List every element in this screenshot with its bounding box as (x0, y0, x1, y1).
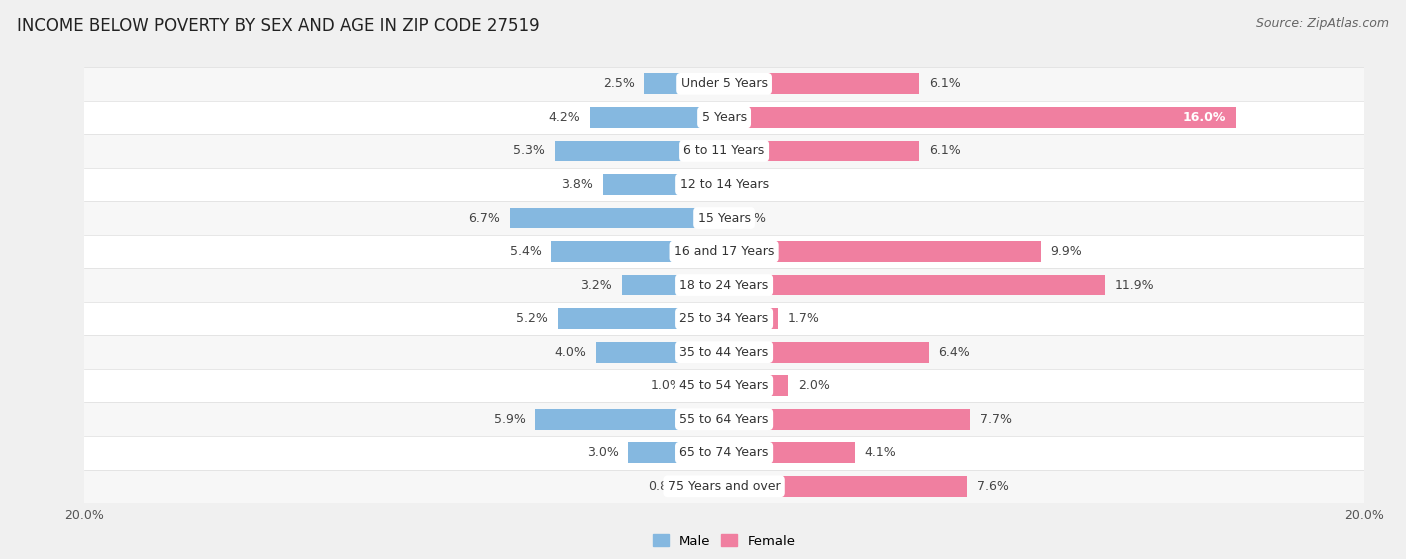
Text: 4.0%: 4.0% (555, 345, 586, 359)
Bar (724, 342, 929, 363)
Bar (724, 308, 779, 329)
Bar (554, 140, 724, 162)
Bar (84, 67, 1364, 101)
Bar (724, 375, 787, 396)
Bar (596, 342, 724, 363)
Text: 2.0%: 2.0% (797, 379, 830, 392)
Text: 2.5%: 2.5% (603, 77, 634, 91)
Text: 5.2%: 5.2% (516, 312, 548, 325)
Text: 16 and 17 Years: 16 and 17 Years (673, 245, 775, 258)
Text: 5 Years: 5 Years (702, 111, 747, 124)
Text: 75 Years and over: 75 Years and over (668, 480, 780, 493)
Text: 18 to 24 Years: 18 to 24 Years (679, 278, 769, 292)
Text: Under 5 Years: Under 5 Years (681, 77, 768, 91)
Text: 3.8%: 3.8% (561, 178, 593, 191)
Bar (724, 241, 1040, 262)
Bar (724, 409, 970, 430)
Text: 6.4%: 6.4% (938, 345, 970, 359)
Text: 5.4%: 5.4% (510, 245, 541, 258)
Bar (84, 369, 1364, 402)
Bar (724, 476, 967, 497)
Bar (724, 274, 1105, 296)
Bar (724, 442, 855, 463)
Bar (84, 134, 1364, 168)
Text: 9.9%: 9.9% (1050, 245, 1083, 258)
Text: 0.82%: 0.82% (648, 480, 689, 493)
Bar (84, 436, 1364, 470)
Bar (551, 241, 724, 262)
Bar (628, 442, 724, 463)
Text: 1.0%: 1.0% (651, 379, 682, 392)
Text: 3.2%: 3.2% (581, 278, 612, 292)
Text: 16.0%: 16.0% (1182, 111, 1226, 124)
Bar (84, 235, 1364, 268)
Bar (697, 476, 724, 497)
Bar (510, 207, 724, 229)
Text: 4.1%: 4.1% (865, 446, 897, 459)
Bar (558, 308, 724, 329)
Bar (621, 274, 724, 296)
Bar (84, 335, 1364, 369)
Bar (84, 268, 1364, 302)
Text: 5.9%: 5.9% (494, 413, 526, 426)
Bar (644, 73, 724, 94)
Text: 4.2%: 4.2% (548, 111, 581, 124)
Text: Source: ZipAtlas.com: Source: ZipAtlas.com (1256, 17, 1389, 30)
Legend: Male, Female: Male, Female (647, 529, 801, 553)
Bar (84, 168, 1364, 201)
Text: 0.0%: 0.0% (734, 211, 766, 225)
Text: 7.6%: 7.6% (977, 480, 1008, 493)
Text: 6 to 11 Years: 6 to 11 Years (683, 144, 765, 158)
Text: 11.9%: 11.9% (1115, 278, 1154, 292)
Text: 12 to 14 Years: 12 to 14 Years (679, 178, 769, 191)
Text: 1.7%: 1.7% (787, 312, 820, 325)
Text: 3.0%: 3.0% (586, 446, 619, 459)
Bar (724, 140, 920, 162)
Text: 65 to 74 Years: 65 to 74 Years (679, 446, 769, 459)
Text: INCOME BELOW POVERTY BY SEX AND AGE IN ZIP CODE 27519: INCOME BELOW POVERTY BY SEX AND AGE IN Z… (17, 17, 540, 35)
Text: 5.3%: 5.3% (513, 144, 546, 158)
Text: 25 to 34 Years: 25 to 34 Years (679, 312, 769, 325)
Bar (84, 302, 1364, 335)
Text: 55 to 64 Years: 55 to 64 Years (679, 413, 769, 426)
Text: 0.0%: 0.0% (734, 178, 766, 191)
Text: 6.1%: 6.1% (929, 77, 960, 91)
Bar (84, 101, 1364, 134)
Bar (84, 402, 1364, 436)
Bar (724, 73, 920, 94)
Text: 15 Years: 15 Years (697, 211, 751, 225)
Text: 35 to 44 Years: 35 to 44 Years (679, 345, 769, 359)
Text: 7.7%: 7.7% (980, 413, 1012, 426)
Text: 45 to 54 Years: 45 to 54 Years (679, 379, 769, 392)
Bar (724, 107, 1236, 128)
Bar (536, 409, 724, 430)
Bar (692, 375, 724, 396)
Text: 6.7%: 6.7% (468, 211, 501, 225)
Bar (84, 201, 1364, 235)
Bar (589, 107, 724, 128)
Bar (603, 174, 724, 195)
Bar (84, 470, 1364, 503)
Text: 6.1%: 6.1% (929, 144, 960, 158)
